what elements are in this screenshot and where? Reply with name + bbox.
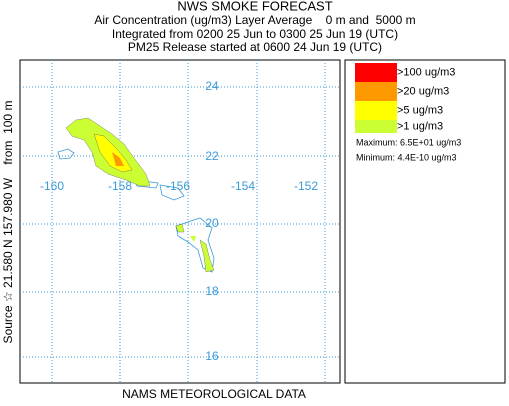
lat-label: 20 xyxy=(205,216,219,230)
map xyxy=(19,59,341,384)
lon-label: -156 xyxy=(166,179,190,193)
source-label: Source ☆ 21.580 N 157.980 W from 100 m xyxy=(1,101,15,344)
subtitle: PM25 Release started at 0600 24 Jun 19 (… xyxy=(128,40,382,54)
legend-frame xyxy=(344,59,506,384)
subtitle: Integrated from 0200 25 Jun to 0300 25 J… xyxy=(112,27,398,41)
grid xyxy=(20,60,340,383)
lon-label: -154 xyxy=(231,179,255,193)
lat-label: 24 xyxy=(205,79,219,93)
legend-label: >20 ug/m3 xyxy=(397,85,449,97)
legend-label: >5 ug/m3 xyxy=(397,104,443,116)
lon-label: -152 xyxy=(294,179,318,193)
footer: NAMS METEOROLOGICAL DATA xyxy=(122,387,306,401)
legend-swatch xyxy=(355,63,397,82)
minimum: Minimum: 4.4E-10 ug/m3 xyxy=(356,152,457,162)
map-frame xyxy=(19,59,341,384)
legend-label: >1 ug/m3 xyxy=(397,120,443,132)
lat-label: 16 xyxy=(205,349,219,363)
maximum: Maximum: 6.5E+01 ug/m3 xyxy=(356,137,461,147)
subtitle: Air Concentration (ug/m3) Layer Average … xyxy=(94,13,415,27)
island xyxy=(175,217,215,273)
smoke-plume xyxy=(65,117,215,273)
legend-label: >100 ug/m3 xyxy=(397,66,455,78)
lon-label: -160 xyxy=(40,179,64,193)
legend-swatch xyxy=(355,82,397,101)
lon-label: -158 xyxy=(108,179,132,193)
island xyxy=(159,184,185,201)
lat-label: 22 xyxy=(205,149,219,163)
island xyxy=(57,148,75,160)
title: NWS SMOKE FORECAST xyxy=(177,0,332,13)
legend-swatch xyxy=(355,101,397,120)
lat-label: 18 xyxy=(205,284,219,298)
legend-swatch xyxy=(355,120,397,133)
